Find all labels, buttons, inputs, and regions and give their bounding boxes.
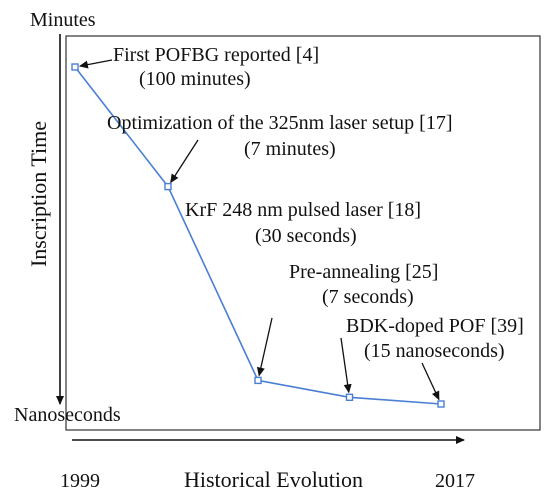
plot-frame xyxy=(65,35,541,431)
x-start-label: 1999 xyxy=(60,470,100,492)
annotation-5-line2: (15 nanoseconds) xyxy=(364,340,505,362)
annotation-4-line2: (7 seconds) xyxy=(322,286,414,308)
annotation-3-line2: (30 seconds) xyxy=(255,225,357,247)
annotation-3-line1: KrF 248 nm pulsed laser [18] xyxy=(185,199,421,221)
annotation-arrow-5 xyxy=(421,362,440,401)
annotation-1-line2: (100 minutes) xyxy=(139,68,251,90)
annotation-arrows xyxy=(78,59,440,401)
x-end-label: 2017 xyxy=(435,470,475,492)
annotation-arrow-3 xyxy=(256,317,273,377)
data-point-3 xyxy=(254,376,262,385)
data-point-1 xyxy=(71,63,79,71)
y-bottom-label: Nanoseconds xyxy=(14,404,121,426)
x-axis-title: Historical Evolution xyxy=(184,467,363,492)
annotation-arrow-1 xyxy=(78,59,113,69)
annotation-1-line1: First POFBG reported [4] xyxy=(113,44,319,66)
data-point-4 xyxy=(345,393,354,401)
data-points xyxy=(71,63,445,408)
annotation-arrow-4 xyxy=(340,337,352,394)
y-axis-title: Inscription Time xyxy=(26,121,51,267)
annotation-2-line1: Optimization of the 325nm laser setup [1… xyxy=(107,112,452,134)
data-point-5 xyxy=(437,400,445,408)
y-top-label: Minutes xyxy=(30,9,96,31)
annotation-5-line1: BDK-doped POF [39] xyxy=(346,315,524,337)
annotation-arrow-2 xyxy=(170,139,199,184)
annotation-4-line1: Pre-annealing [25] xyxy=(289,261,438,283)
annotation-2-line2: (7 minutes) xyxy=(244,138,336,160)
data-point-2 xyxy=(164,182,172,191)
